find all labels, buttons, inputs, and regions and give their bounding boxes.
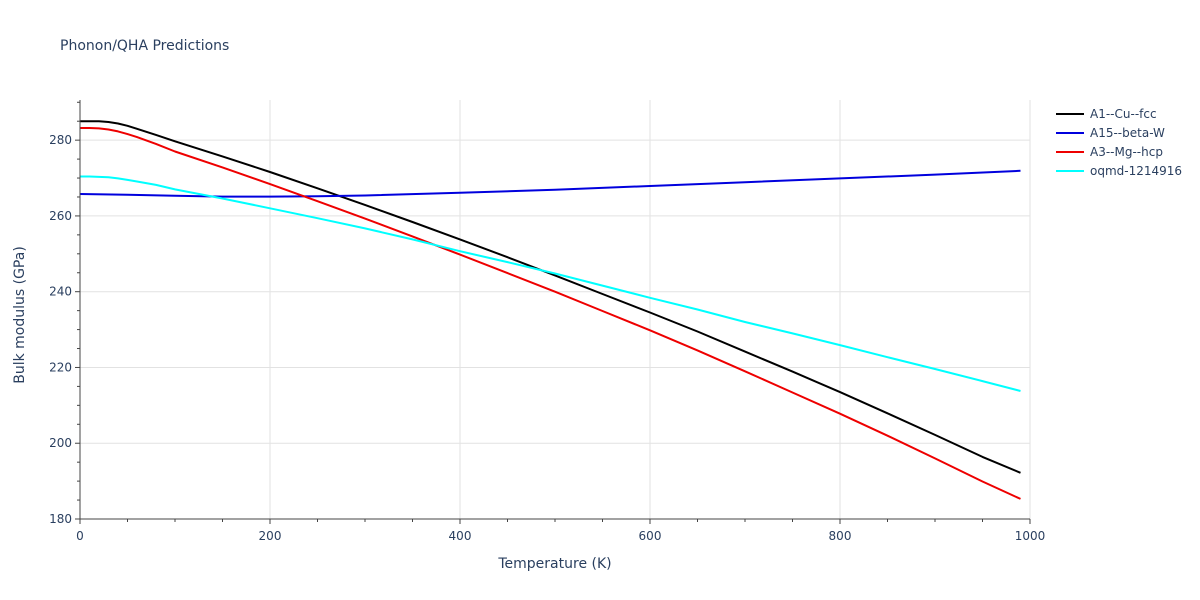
x-tick-label: 1000 — [1015, 529, 1046, 543]
axes: 0 200 400 600 800 1000 180 200 220 240 260 280 — [49, 100, 1045, 543]
plot-area — [79, 120, 1021, 500]
y-tick-label: 220 — [49, 360, 72, 374]
series-line-2 — [79, 169, 1021, 198]
x-tick-label: 400 — [449, 529, 472, 543]
legend-label-1: A1--Cu--fcc — [1090, 107, 1157, 121]
x-tick-label: 800 — [829, 529, 852, 543]
y-tick-label: 260 — [49, 209, 72, 223]
legend: A1--Cu--fcc A15--beta-W A3--Mg--hcp oqmd-12… — [1056, 107, 1182, 178]
y-axis-label: Bulk modulus (GPa) — [12, 246, 28, 384]
x-tick-label: 200 — [259, 529, 282, 543]
series-line-4 — [80, 175, 1021, 392]
x-tick-label: 600 — [639, 529, 662, 543]
gridlines — [80, 100, 1031, 519]
y-tick-label: 240 — [49, 285, 72, 299]
y-tick-label: 280 — [49, 133, 72, 147]
y-tick-label: 180 — [49, 512, 72, 526]
series-line-1 — [80, 120, 1021, 474]
legend-label-4: oqmd-1214916 — [1090, 164, 1182, 178]
legend-label-2: A15--beta-W — [1090, 126, 1165, 140]
x-axis-label: Temperature (K) — [497, 556, 611, 572]
chart-title: Phonon/QHA Predictions — [60, 38, 229, 54]
series-line-3 — [80, 127, 1021, 500]
legend-label-3: A3--Mg--hcp — [1090, 145, 1163, 159]
x-tick-label: 0 — [76, 529, 84, 543]
y-tick-label: 200 — [49, 436, 72, 450]
